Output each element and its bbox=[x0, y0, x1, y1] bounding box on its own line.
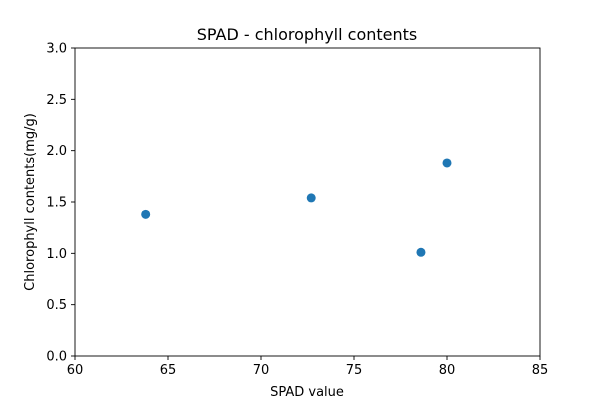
data-point bbox=[442, 158, 452, 168]
data-point bbox=[141, 209, 151, 219]
y-tick-label: 1.5 bbox=[46, 196, 67, 211]
x-tick-label: 70 bbox=[253, 363, 270, 378]
y-tick-label: 2.5 bbox=[46, 93, 67, 108]
y-axis-label: Chlorophyll contents(mg/g) bbox=[23, 113, 38, 291]
y-tick-label: 0.0 bbox=[46, 350, 67, 365]
x-tick-label: 65 bbox=[160, 363, 177, 378]
y-tick-label: 0.5 bbox=[46, 298, 67, 313]
data-point bbox=[306, 193, 316, 203]
y-tick-label: 3.0 bbox=[46, 42, 67, 57]
x-tick-label: 85 bbox=[532, 363, 549, 378]
data-point bbox=[416, 247, 426, 257]
axes-frame bbox=[74, 47, 541, 357]
plot-area: 60 65 70 75 80 85 0.0 0.5 1.0 1.5 2.0 2.5 3.0 bbox=[46, 42, 548, 379]
x-axis-label: SPAD value bbox=[270, 385, 344, 400]
x-tick-label: 60 bbox=[67, 363, 84, 378]
chart-title: SPAD - chlorophyll contents bbox=[197, 25, 418, 44]
y-tick-label: 2.0 bbox=[46, 144, 67, 159]
y-tick-label: 1.0 bbox=[46, 247, 67, 262]
x-tick-label: 80 bbox=[439, 363, 456, 378]
x-tick-label: 75 bbox=[346, 363, 363, 378]
